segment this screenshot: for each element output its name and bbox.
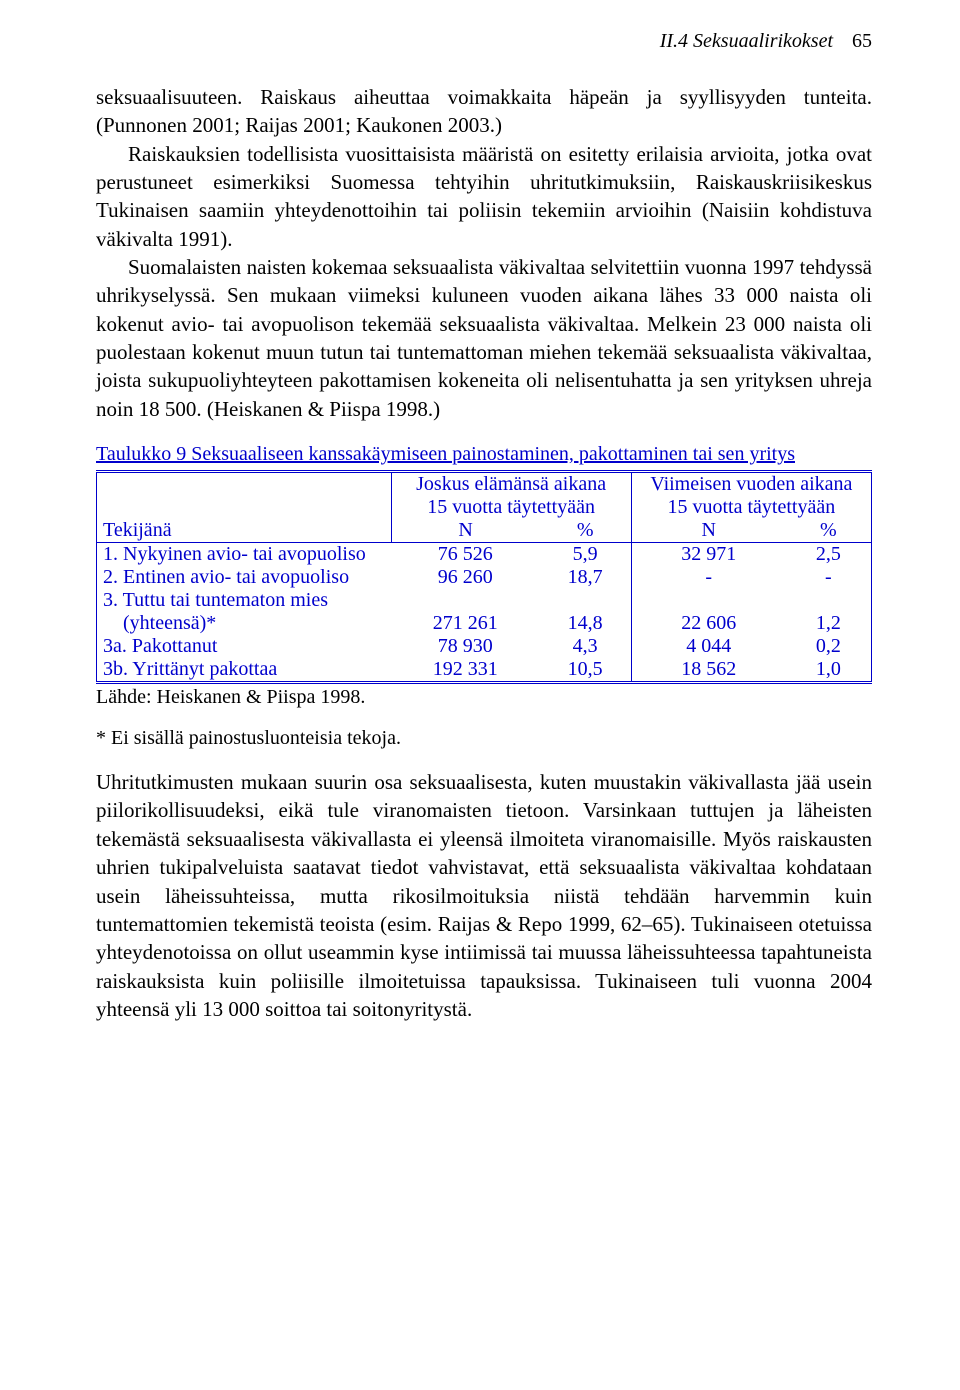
cell-p2: 2,5 — [786, 543, 872, 567]
cell-n2 — [631, 589, 785, 612]
cell-p1 — [540, 589, 632, 612]
cell-p1: 14,8 — [540, 612, 632, 635]
header-lifetime-l1: Joskus elämänsä aikana — [398, 473, 625, 496]
section-title: II.4 Seksuaalirikokset — [660, 30, 833, 52]
cell-p2 — [786, 589, 872, 612]
header-lifetime: Joskus elämänsä aikana 15 vuotta täytett… — [391, 472, 631, 520]
cell-p1: 4,3 — [540, 635, 632, 658]
row-label: 1. Nykyinen avio- tai avopuoliso — [97, 543, 392, 567]
table-row: 3. Tuttu tai tuntematon mies — [97, 589, 872, 612]
row-label: (yhteensä)* — [97, 612, 392, 635]
cell-n1: 192 331 — [391, 658, 540, 683]
cell-n2: 4 044 — [631, 635, 785, 658]
cell-p2: - — [786, 566, 872, 589]
para-line-1: Raiskauksien todellisista vuosittaisista… — [96, 140, 872, 253]
cell-n2: 22 606 — [631, 612, 785, 635]
header-empty — [97, 472, 392, 520]
row-header-label: Tekijänä — [97, 519, 392, 543]
cell-n1 — [391, 589, 540, 612]
table-footnote: * Ei sisällä painostusluonteisia tekoja. — [96, 727, 872, 750]
table-header-row-2: Tekijänä N % N % — [97, 519, 872, 543]
cell-p2: 0,2 — [786, 635, 872, 658]
table-source: Lähde: Heiskanen & Piispa 1998. — [96, 686, 872, 709]
col-n-2: N — [631, 519, 785, 543]
cell-n1: 96 260 — [391, 566, 540, 589]
cell-n1: 271 261 — [391, 612, 540, 635]
header-lifetime-l2: 15 vuotta täytettyään — [398, 496, 625, 519]
col-pct-1: % — [540, 519, 632, 543]
cell-p2: 1,0 — [786, 658, 872, 683]
para-line-2: Suomalaisten naisten kokemaa seksuaalist… — [96, 253, 872, 423]
cell-n1: 76 526 — [391, 543, 540, 567]
table-row: 2. Entinen avio- tai avopuoliso96 26018,… — [97, 566, 872, 589]
cell-p1: 5,9 — [540, 543, 632, 567]
cell-p1: 10,5 — [540, 658, 632, 683]
header-lastyear-l2: 15 vuotta täytettyään — [638, 496, 865, 519]
col-pct-2: % — [786, 519, 872, 543]
cell-n2: 18 562 — [631, 658, 785, 683]
row-label: 2. Entinen avio- tai avopuoliso — [97, 566, 392, 589]
cell-p1: 18,7 — [540, 566, 632, 589]
body-paragraph-1: seksuaalisuuteen. Raiskaus aiheuttaa voi… — [96, 83, 872, 423]
table-row: 3a. Pakottanut78 9304,34 0440,2 — [97, 635, 872, 658]
row-label: 3b. Yrittänyt pakottaa — [97, 658, 392, 683]
header-lastyear-l1: Viimeisen vuoden aikana — [638, 473, 865, 496]
para-line-0: seksuaalisuuteen. Raiskaus aiheuttaa voi… — [96, 83, 872, 140]
body-paragraph-2: Uhritutkimusten mukaan suurin osa seksua… — [96, 768, 872, 1023]
header-lastyear: Viimeisen vuoden aikana 15 vuotta täytet… — [631, 472, 871, 520]
cell-p2: 1,2 — [786, 612, 872, 635]
cell-n1: 78 930 — [391, 635, 540, 658]
table-header-row-1: Joskus elämänsä aikana 15 vuotta täytett… — [97, 472, 872, 520]
cell-n2: - — [631, 566, 785, 589]
table-row: (yhteensä)*271 26114,822 6061,2 — [97, 612, 872, 635]
page-number: 65 — [852, 30, 872, 52]
table-row: 1. Nykyinen avio- tai avopuoliso76 5265,… — [97, 543, 872, 567]
page-header: II.4 Seksuaalirikokset 65 — [96, 30, 872, 53]
data-table: Joskus elämänsä aikana 15 vuotta täytett… — [96, 470, 872, 684]
row-label: 3a. Pakottanut — [97, 635, 392, 658]
table-row: 3b. Yrittänyt pakottaa192 33110,518 5621… — [97, 658, 872, 683]
col-n-1: N — [391, 519, 540, 543]
table-caption: Taulukko 9 Seksuaaliseen kanssakäymiseen… — [96, 443, 872, 466]
row-label: 3. Tuttu tai tuntematon mies — [97, 589, 392, 612]
cell-n2: 32 971 — [631, 543, 785, 567]
